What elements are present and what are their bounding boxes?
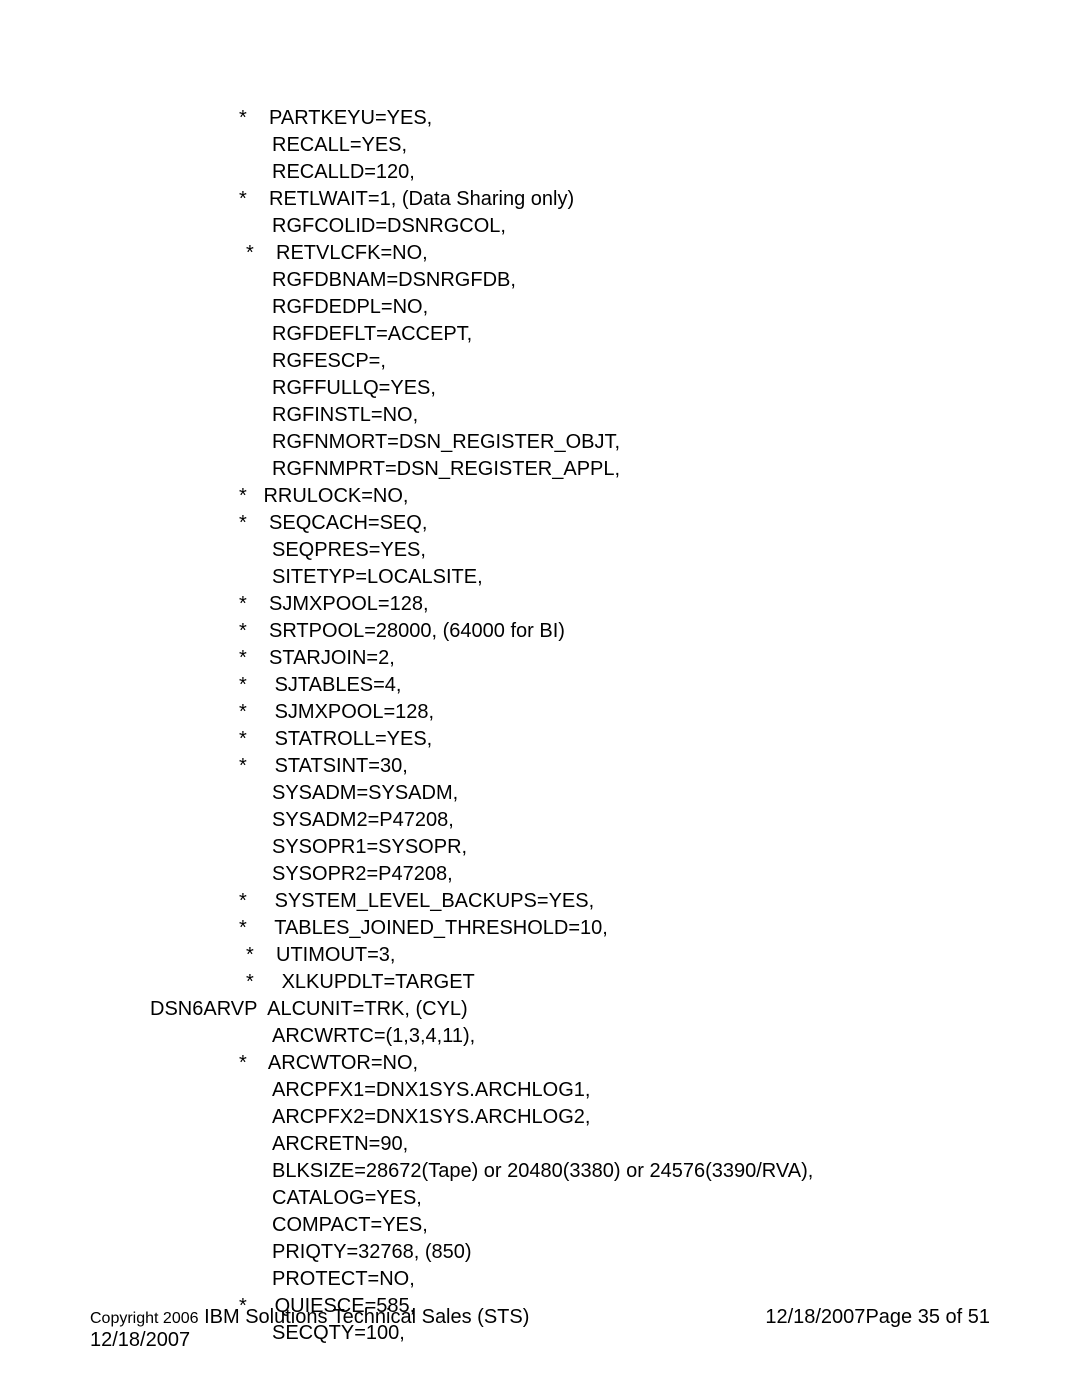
copyright-year: Copyright 2006	[90, 1310, 199, 1327]
code-line: SYSADM=SYSADM,	[90, 780, 990, 807]
code-line: * RETVLCFK=NO,	[90, 240, 990, 267]
code-line: * XLKUPDLT=TARGET	[90, 969, 990, 996]
code-line: * SYSTEM_LEVEL_BACKUPS=YES,	[90, 888, 990, 915]
code-line: RGFDEDPL=NO,	[90, 294, 990, 321]
code-line: PRIQTY=32768, (850)	[90, 1239, 990, 1266]
code-line: SEQPRES=YES,	[90, 537, 990, 564]
code-line: RECALLD=120,	[90, 159, 990, 186]
code-line: CATALOG=YES,	[90, 1185, 990, 1212]
code-line: SYSOPR2=P47208,	[90, 861, 990, 888]
code-line: COMPACT=YES,	[90, 1212, 990, 1239]
code-line: ARCPFX2=DNX1SYS.ARCHLOG2,	[90, 1104, 990, 1131]
code-line: RGFINSTL=NO,	[90, 402, 990, 429]
document-content: * PARTKEYU=YES,RECALL=YES,RECALLD=120,* …	[90, 105, 990, 1347]
code-line: * ARCWTOR=NO,	[90, 1050, 990, 1077]
copyright-org-text: IBM Solutions Technical Sales (STS)	[204, 1306, 529, 1328]
code-line: RGFNMORT=DSN_REGISTER_OBJT,	[90, 429, 990, 456]
code-line: ARCWRTC=(1,3,4,11),	[90, 1023, 990, 1050]
code-line: * UTIMOUT=3,	[90, 942, 990, 969]
code-line: * RRULOCK=NO,	[90, 483, 990, 510]
code-line: SYSOPR1=SYSOPR,	[90, 834, 990, 861]
code-line: SYSADM2=P47208,	[90, 807, 990, 834]
code-line: * RETLWAIT=1, (Data Sharing only)	[90, 186, 990, 213]
code-line: RGFDEFLT=ACCEPT,	[90, 321, 990, 348]
code-line: * STATROLL=YES,	[90, 726, 990, 753]
code-line: * TABLES_JOINED_THRESHOLD=10,	[90, 915, 990, 942]
code-line: RGFESCP=,	[90, 348, 990, 375]
code-line: DSN6ARVP ALCUNIT=TRK, (CYL)	[90, 996, 990, 1023]
code-line: RECALL=YES,	[90, 132, 990, 159]
code-line: * SJMXPOOL=128,	[90, 699, 990, 726]
code-line: RGFDBNAM=DSNRGFDB,	[90, 267, 990, 294]
code-line: SITETYP=LOCALSITE,	[90, 564, 990, 591]
footer-page: Page 35 of 51	[865, 1306, 990, 1328]
code-line: RGFCOLID=DSNRGCOL,	[90, 213, 990, 240]
footer-date: 12/18/2007	[765, 1306, 865, 1328]
code-line: ARCRETN=90,	[90, 1131, 990, 1158]
page-footer: Copyright 2006 IBM Solutions Technical S…	[90, 1306, 990, 1352]
code-line: ARCPFX1=DNX1SYS.ARCHLOG1,	[90, 1077, 990, 1104]
code-line: RGFNMPRT=DSN_REGISTER_APPL,	[90, 456, 990, 483]
code-line: * STATSINT=30,	[90, 753, 990, 780]
code-line: * SJTABLES=4,	[90, 672, 990, 699]
code-line: * SJMXPOOL=128,	[90, 591, 990, 618]
code-line: RGFFULLQ=YES,	[90, 375, 990, 402]
code-line: * STARJOIN=2,	[90, 645, 990, 672]
code-line: PROTECT=NO,	[90, 1266, 990, 1293]
footer-date-bottom: 12/18/2007	[90, 1329, 990, 1352]
code-line: * SRTPOOL=28000, (64000 for BI)	[90, 618, 990, 645]
code-line: BLKSIZE=28672(Tape) or 20480(3380) or 24…	[90, 1158, 990, 1185]
code-line: * SEQCACH=SEQ,	[90, 510, 990, 537]
code-line: * PARTKEYU=YES,	[90, 105, 990, 132]
